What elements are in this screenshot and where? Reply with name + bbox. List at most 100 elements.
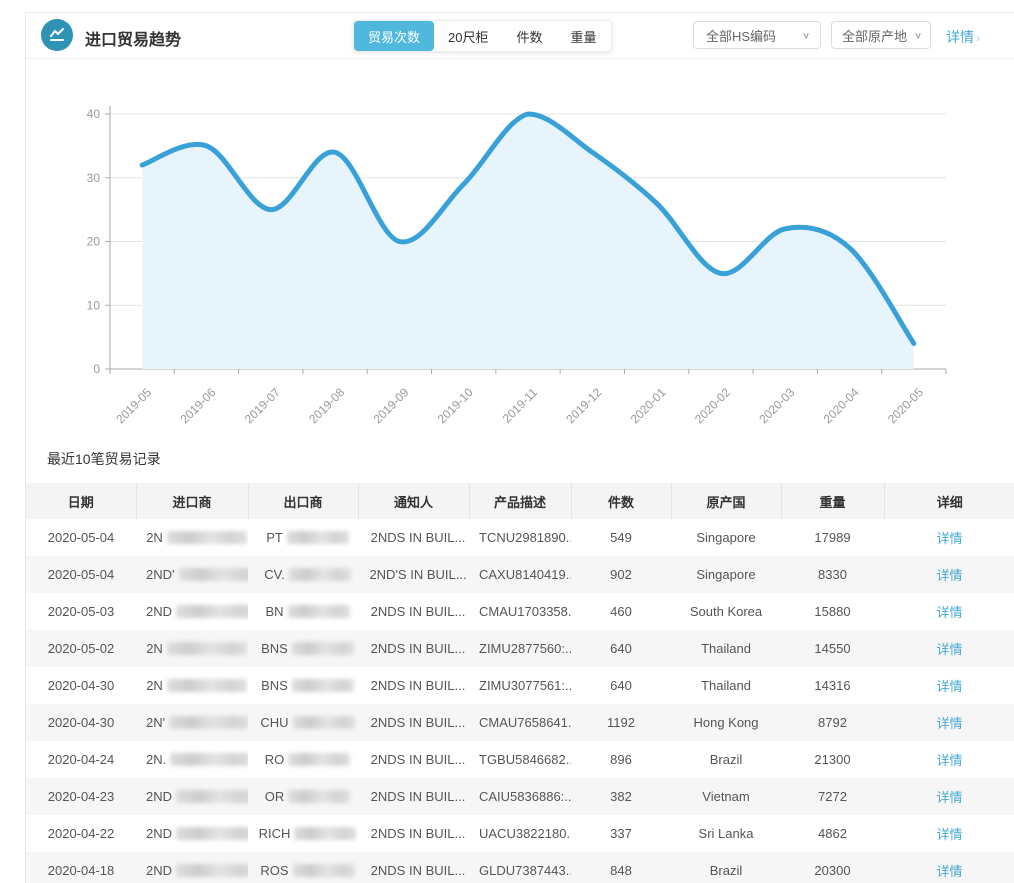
cell-weight: 8792 xyxy=(818,715,847,730)
cell-qty: 460 xyxy=(610,604,632,619)
redacted-text xyxy=(176,827,248,840)
row-detail-link[interactable]: 详情 xyxy=(936,827,963,842)
row-detail-link[interactable]: 详情 xyxy=(936,531,963,546)
redacted-text xyxy=(292,864,355,877)
cell-exporter: RO xyxy=(248,741,358,778)
cell-product: CAXU8140419... xyxy=(479,567,571,582)
cell-importer: 2N xyxy=(136,667,248,704)
row-detail-link[interactable]: 详情 xyxy=(936,642,963,657)
y-axis-label: 30 xyxy=(87,171,101,185)
cell-date: 2020-04-22 xyxy=(47,826,115,841)
records-title: 最近10笔贸易记录 xyxy=(47,451,161,467)
cell-exporter: OR xyxy=(248,778,358,815)
cell-qty: 902 xyxy=(610,567,632,582)
cell-importer: 2ND xyxy=(136,778,248,815)
redacted-text xyxy=(170,753,248,766)
metric-tab-0[interactable]: 贸易次数 xyxy=(354,21,435,51)
cell-product: CMAU7658641... xyxy=(479,715,571,730)
trend-area-fill xyxy=(142,114,914,369)
column-header: 详细 xyxy=(884,483,1014,519)
trade-records-table: 日期 进口商 出口商 通知人 产品描述 件数 原产国 重量 详细 2020-05-04 2N PT 2… xyxy=(26,483,1014,883)
cell-qty: 382 xyxy=(610,789,632,804)
cell-weight: 8330 xyxy=(818,567,847,582)
cell-exporter: CHU xyxy=(248,704,358,741)
redacted-text xyxy=(176,605,248,618)
cell-weight: 21300 xyxy=(814,752,851,767)
table-row: 2020-04-22 2ND RICH 2NDS IN BUIL... UACU3822… xyxy=(26,815,1014,852)
cell-qty: 640 xyxy=(610,678,632,693)
row-detail-link[interactable]: 详情 xyxy=(936,864,963,879)
row-detail-link[interactable]: 详情 xyxy=(936,790,963,805)
row-detail-link[interactable]: 详情 xyxy=(936,568,963,583)
x-axis-label: 2019-12 xyxy=(563,385,604,426)
cell-qty: 1192 xyxy=(607,715,635,730)
row-detail-link[interactable]: 详情 xyxy=(936,679,963,694)
redacted-text xyxy=(166,679,247,692)
y-axis-label: 20 xyxy=(87,235,101,249)
hs-code-filter-dropdown[interactable]: 全部HS编码 ∨ xyxy=(693,21,821,49)
header-detail-link[interactable]: 详情 › xyxy=(946,27,980,47)
cell-exporter: ROS xyxy=(248,852,358,883)
metric-tab-2[interactable]: 件数 xyxy=(516,29,543,45)
cell-weight: 14550 xyxy=(814,641,851,656)
table-row: 2020-04-24 2N. RO 2NDS IN BUIL... TGBU584668… xyxy=(26,741,1014,778)
metric-tab-3[interactable]: 重量 xyxy=(570,29,597,45)
chevron-down-icon: ∨ xyxy=(801,30,810,41)
table-header-row: 日期 进口商 出口商 通知人 产品描述 件数 原产国 重量 详细 xyxy=(26,483,1014,519)
metric-tab-group: 贸易次数 20尺柜 件数 重量 xyxy=(353,20,612,52)
metric-tab-1[interactable]: 20尺柜 xyxy=(448,29,489,45)
cell-detail: 详情 xyxy=(884,630,1014,667)
cell-notify: 2NDS IN BUIL... xyxy=(370,789,466,804)
cell-country: Sri Lanka xyxy=(698,826,754,841)
cell-detail: 详情 xyxy=(884,852,1014,883)
redacted-text xyxy=(288,568,351,581)
trend-area-chart-svg: 0 10 20 30 40 2019-05 2019-06 2019-07 2019-08 201… xyxy=(87,106,947,426)
redacted-text xyxy=(176,864,248,877)
cell-product: TGBU5846682... xyxy=(479,752,571,767)
x-axis-label: 2020-04 xyxy=(821,385,862,426)
cell-country: Brazil xyxy=(709,863,743,878)
cell-date: 2020-05-04 xyxy=(47,567,115,582)
cell-weight: 4862 xyxy=(818,826,847,841)
table-row: 2020-05-04 2ND' CV. 2ND'S IN BUIL... CAXU814… xyxy=(26,556,1014,593)
cell-qty: 549 xyxy=(610,530,632,545)
cell-date: 2020-04-30 xyxy=(47,678,115,693)
row-detail-link[interactable]: 详情 xyxy=(936,716,963,731)
cell-importer: 2ND xyxy=(136,815,248,852)
cell-country: Brazil xyxy=(709,752,743,767)
row-detail-link[interactable]: 详情 xyxy=(936,605,963,620)
column-header: 进口商 xyxy=(136,483,249,519)
cell-qty: 848 xyxy=(610,863,632,878)
redacted-text xyxy=(169,716,248,729)
cell-date: 2020-05-03 xyxy=(47,604,115,619)
cell-detail: 详情 xyxy=(884,778,1014,815)
x-axis-label: 2019-07 xyxy=(242,385,283,426)
column-header: 原产国 xyxy=(671,483,782,519)
origin-filter-dropdown[interactable]: 全部原产地 ∨ xyxy=(831,21,931,49)
x-axis-label: 2020-01 xyxy=(628,385,669,426)
x-axis-label: 2019-06 xyxy=(178,385,219,426)
cell-product: ZIMU2877560:... xyxy=(479,641,571,656)
cell-detail: 详情 xyxy=(884,815,1014,852)
x-axis-label: 2019-10 xyxy=(435,385,476,426)
cell-detail: 详情 xyxy=(884,667,1014,704)
cell-product: CMAU1703358... xyxy=(479,604,571,619)
cell-weight: 7272 xyxy=(818,789,847,804)
cell-qty: 640 xyxy=(610,641,632,656)
cell-notify: 2NDS IN BUIL... xyxy=(370,752,466,767)
row-detail-link[interactable]: 详情 xyxy=(936,753,963,768)
redacted-text xyxy=(166,531,247,544)
cell-importer: 2ND xyxy=(136,593,248,630)
cell-notify: 2NDS IN BUIL... xyxy=(370,863,466,878)
cell-product: CAIU5836886:... xyxy=(479,789,571,804)
header-detail-label: 详情 xyxy=(946,29,974,45)
cell-weight: 14316 xyxy=(814,678,851,693)
cell-country: Thailand xyxy=(701,641,751,656)
column-header: 重量 xyxy=(781,483,885,519)
cell-qty: 337 xyxy=(610,826,632,841)
cell-country: South Korea xyxy=(689,604,763,619)
cell-country: Thailand xyxy=(701,678,751,693)
chevron-down-icon: ∨ xyxy=(913,30,922,41)
cell-detail: 详情 xyxy=(884,704,1014,741)
trend-chart: 0 10 20 30 40 2019-05 2019-06 2019-07 2019-08 201… xyxy=(26,86,1014,444)
